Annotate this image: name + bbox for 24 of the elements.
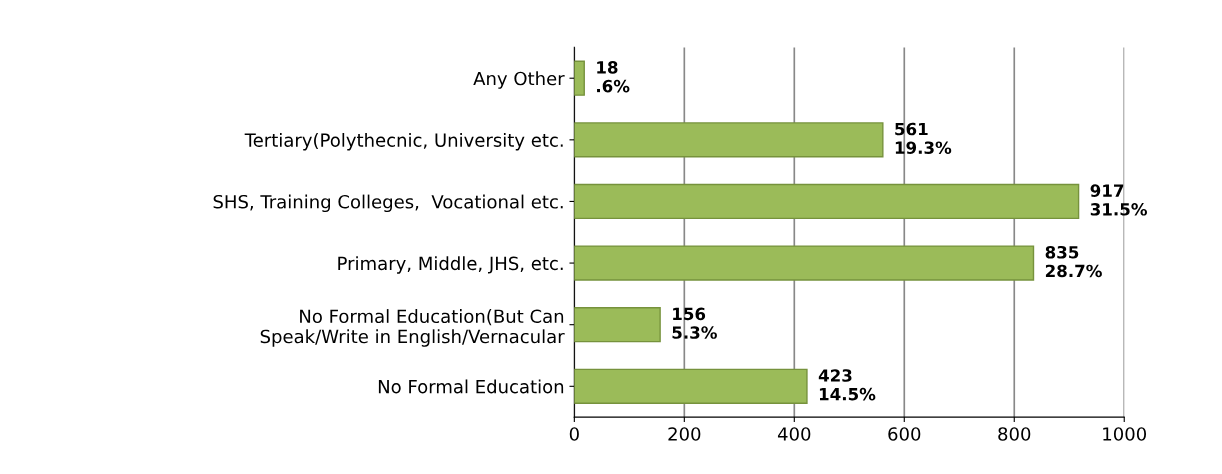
x-tick-label: 400 [777,427,811,441]
data-label: 156 5.3% [672,307,717,339]
data-label: 835 28.7% [1045,245,1102,278]
y-tick-label: No Formal Education(But Can Speak/Write in English/Vernacular [260,309,565,347]
bar [574,183,1080,220]
y-tick-label: No Formal Education [378,379,564,394]
bar [574,245,1035,281]
data-label: 423 14.5% [818,369,876,401]
x-tick-label: 1000 [1103,427,1147,441]
x-tick-label: 200 [668,427,701,441]
bar [574,368,808,404]
data-label: 18 .6% [597,61,630,93]
y-tick-label: SHS, Training Colleges, Vocational etc. [213,194,563,213]
bar [574,60,585,96]
x-tick-label: 0 [569,427,579,441]
x-tick-label: 800 [998,427,1031,441]
data-label: 561 19.3% [895,122,952,154]
y-tick-label: Any Other [473,71,565,89]
bar [574,307,661,343]
y-tick-label: Tertiary(Polythecnic, University etc. [244,132,563,151]
x-tick-label: 600 [888,427,921,441]
y-tick-label: Primary, Middle, JHS, etc. [338,256,563,274]
data-label: 917 31.5% [1090,184,1147,216]
bar [574,122,884,158]
